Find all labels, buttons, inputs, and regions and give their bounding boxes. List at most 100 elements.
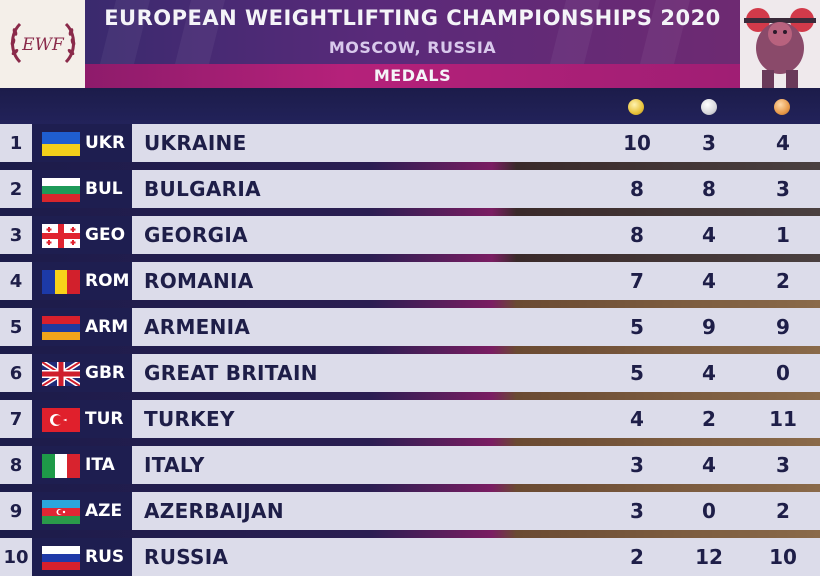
bronze-count: 2 (776, 499, 790, 523)
country-code-cell: ROM (32, 262, 132, 300)
rank: 4 (0, 262, 32, 300)
silver-count: 3 (702, 131, 716, 155)
country-flag-icon (42, 500, 80, 524)
country-name: RUSSIA (144, 545, 229, 569)
country-flag-icon (42, 270, 80, 294)
table-row: 7 TUR TURKEY 4 2 11 (0, 400, 820, 438)
rank: 2 (0, 170, 32, 208)
country-name: GREAT BRITAIN (144, 361, 318, 385)
country-code-cell: GEO (32, 216, 132, 254)
table-row: 3 GEO GEORGIA 8 4 1 (0, 216, 820, 254)
row-divider (0, 208, 820, 216)
country-body-cell: ROMANIA 7 4 2 (132, 262, 820, 300)
country-flag-icon (42, 132, 80, 156)
row-divider (0, 484, 820, 492)
rank: 5 (0, 308, 32, 346)
rank: 10 (0, 538, 32, 576)
country-body-cell: AZERBAIJAN 3 0 2 (132, 492, 820, 530)
location-subtitle: MOSCOW, RUSSIA (328, 38, 497, 57)
laurel-wreath-icon: EWF (10, 22, 75, 64)
ewf-logo-text: EWF (21, 35, 65, 55)
bronze-count: 9 (776, 315, 790, 339)
page-title: EUROPEAN WEIGHTLIFTING CHAMPIONSHIPS 202… (104, 6, 721, 30)
table-row: 2 BUL BULGARIA 8 8 3 (0, 170, 820, 208)
country-code: TUR (85, 409, 124, 429)
country-name: AZERBAIJAN (144, 499, 284, 523)
rank: 7 (0, 400, 32, 438)
country-body-cell: TURKEY 4 2 11 (132, 400, 820, 438)
section-label: MEDALS (373, 66, 452, 85)
rank: 1 (0, 124, 32, 162)
row-divider (0, 392, 820, 400)
table-row: 8 ITA ITALY 3 4 3 (0, 446, 820, 484)
bronze-count: 0 (776, 361, 790, 385)
championship-mascot-logo (740, 0, 820, 88)
rank: 8 (0, 446, 32, 484)
country-code: BUL (85, 179, 123, 199)
country-name: GEORGIA (144, 223, 248, 247)
country-name: UKRAINE (144, 131, 247, 155)
silver-count: 4 (702, 269, 716, 293)
bronze-medal-icon (774, 99, 790, 115)
gold-medal-icon (628, 99, 644, 115)
silver-count: 4 (702, 223, 716, 247)
country-name: ARMENIA (144, 315, 251, 339)
gold-count: 8 (630, 177, 644, 201)
country-flag-icon (42, 224, 80, 248)
country-code-cell: ARM (32, 308, 132, 346)
medal-column-header (0, 88, 820, 124)
header: EWF EUROPEAN WEIGHTLIFTING CHAMPIONSHIPS… (0, 0, 820, 88)
country-code-cell: TUR (32, 400, 132, 438)
ewf-logo: EWF (0, 0, 85, 88)
gold-count: 4 (630, 407, 644, 431)
country-code: ROM (85, 271, 130, 291)
bronze-count: 10 (769, 545, 797, 569)
country-code-cell: BUL (32, 170, 132, 208)
silver-count: 2 (702, 407, 716, 431)
country-body-cell: UKRAINE 10 3 4 (132, 124, 820, 162)
country-flag-icon (42, 546, 80, 570)
row-divider (0, 162, 820, 170)
silver-count: 4 (702, 453, 716, 477)
gold-count: 10 (623, 131, 651, 155)
country-flag-icon (42, 362, 80, 386)
rank: 6 (0, 354, 32, 392)
rank: 9 (0, 492, 32, 530)
bronze-count: 3 (776, 453, 790, 477)
table-row: 10 RUS RUSSIA 2 12 10 (0, 538, 820, 576)
country-body-cell: RUSSIA 2 12 10 (132, 538, 820, 576)
bronze-count: 2 (776, 269, 790, 293)
silver-count: 12 (695, 545, 723, 569)
country-body-cell: GEORGIA 8 4 1 (132, 216, 820, 254)
country-code-cell: GBR (32, 354, 132, 392)
gold-count: 5 (630, 361, 644, 385)
row-divider (0, 438, 820, 446)
country-body-cell: ITALY 3 4 3 (132, 446, 820, 484)
silver-count: 9 (702, 315, 716, 339)
row-divider (0, 346, 820, 354)
gold-count: 3 (630, 453, 644, 477)
country-code: GEO (85, 225, 126, 245)
row-divider (0, 530, 820, 538)
row-divider (0, 300, 820, 308)
country-code: AZE (85, 501, 123, 521)
country-flag-icon (42, 178, 80, 202)
country-code-cell: ITA (32, 446, 132, 484)
silver-count: 8 (702, 177, 716, 201)
country-code-cell: UKR (32, 124, 132, 162)
country-code: GBR (85, 363, 126, 383)
country-name: BULGARIA (144, 177, 261, 201)
country-body-cell: BULGARIA 8 8 3 (132, 170, 820, 208)
table-row: 4 ROM ROMANIA 7 4 2 (0, 262, 820, 300)
country-body-cell: GREAT BRITAIN 5 4 0 (132, 354, 820, 392)
gold-count: 8 (630, 223, 644, 247)
table-row: 9 AZE AZERBAIJAN 3 0 2 (0, 492, 820, 530)
gold-count: 5 (630, 315, 644, 339)
table-row: 5 ARM ARMENIA 5 9 9 (0, 308, 820, 346)
country-flag-icon (42, 408, 80, 432)
country-code: UKR (85, 133, 126, 153)
silver-count: 4 (702, 361, 716, 385)
row-divider (0, 254, 820, 262)
country-code-cell: RUS (32, 538, 132, 576)
country-name: TURKEY (144, 407, 235, 431)
